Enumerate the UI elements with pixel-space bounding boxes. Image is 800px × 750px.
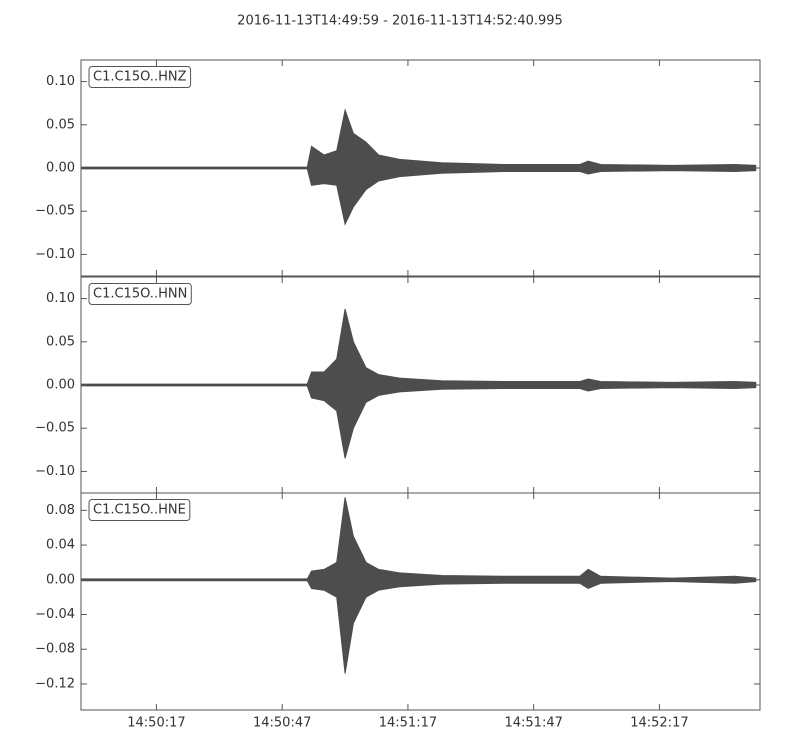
y-tick-label: 0.10	[46, 291, 75, 306]
y-tick-label: 0.00	[46, 161, 75, 176]
x-tick-label: 14:51:47	[504, 716, 562, 731]
y-tick-label: −0.12	[35, 676, 75, 691]
waveform	[80, 497, 757, 674]
panel-frame	[80, 492, 761, 711]
y-tick-label: 0.05	[46, 117, 75, 132]
y-tick-label: 0.00	[46, 572, 75, 587]
y-tick-label: −0.04	[35, 607, 75, 622]
waveform	[80, 308, 757, 459]
x-tick-label: 14:50:17	[127, 716, 185, 731]
y-tick-label: −0.10	[35, 247, 75, 262]
trace-label-box	[88, 283, 192, 305]
y-tick-label: 0.00	[46, 378, 75, 393]
y-tick-label: 0.04	[46, 538, 75, 553]
y-tick-label: −0.05	[35, 204, 75, 219]
y-tick-label: 0.08	[46, 503, 75, 518]
y-tick-label: 0.05	[46, 334, 75, 349]
y-tick-label: −0.10	[35, 464, 75, 479]
trace-label: C1.C15O..HNE	[93, 503, 186, 518]
waveform	[80, 108, 757, 226]
y-tick-label: −0.05	[35, 421, 75, 436]
trace-label-box	[88, 66, 192, 88]
y-tick-label: 0.10	[46, 74, 75, 89]
trace-label: C1.C15O..HNN	[93, 287, 187, 302]
x-tick-label: 14:51:17	[379, 716, 437, 731]
y-tick-label: −0.08	[35, 642, 75, 657]
trace-label: C1.C15O..HNZ	[93, 70, 187, 85]
trace-label-box	[88, 499, 191, 521]
chart-title: 2016-11-13T14:49:59 - 2016-11-13T14:52:4…	[237, 14, 563, 29]
x-tick-label: 14:50:47	[253, 716, 311, 731]
x-tick-label: 14:52:17	[630, 716, 688, 731]
